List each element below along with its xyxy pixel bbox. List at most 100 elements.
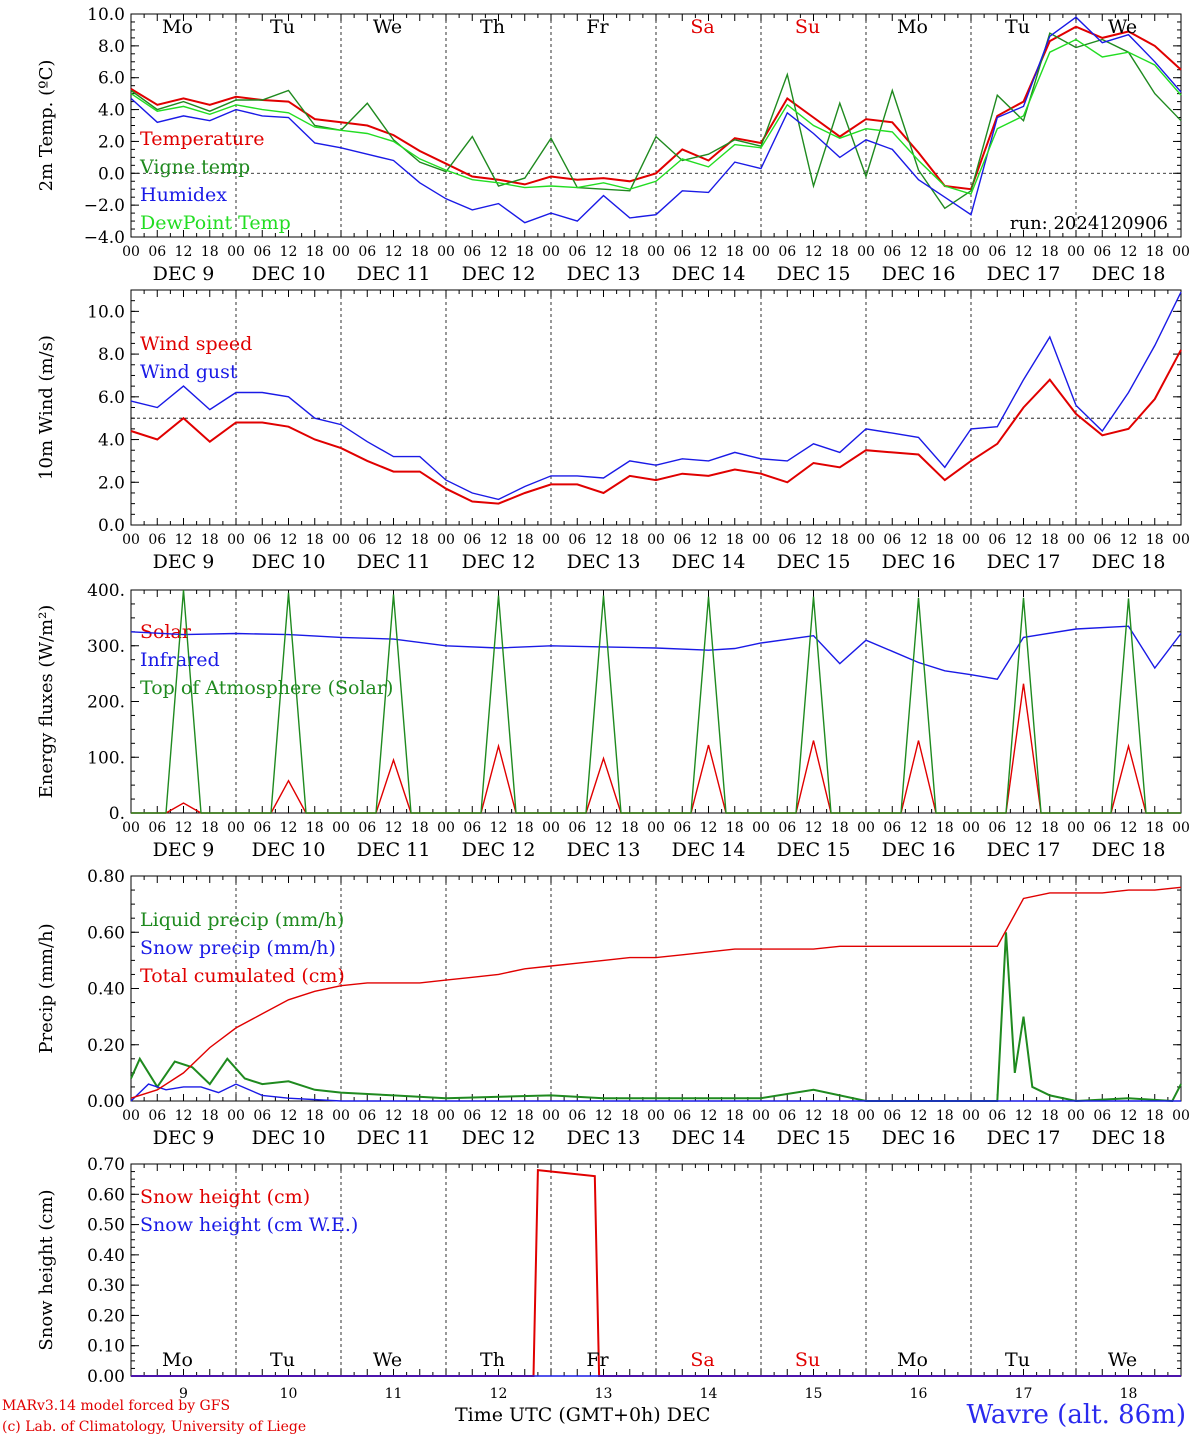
hour-tick-label: 00 [437,244,455,260]
hour-tick-label: 00 [542,820,560,836]
hour-tick-label: 06 [1093,532,1111,548]
hour-tick-label: 00 [122,244,140,260]
hour-tick-label: 00 [227,244,245,260]
hour-tick-label: 18 [201,820,219,836]
day-label: DEC 16 [882,839,956,861]
hour-tick-label: 18 [936,532,954,548]
legend-entry: Wind speed [140,333,252,355]
y-axis-label: Precip (mm/h) [36,923,57,1053]
hour-tick-label: 00 [647,244,665,260]
hour-tick-label: 18 [516,532,534,548]
day-label: DEC 16 [882,1127,956,1149]
day-label: DEC 12 [462,1127,536,1149]
day-number-label: 14 [700,1386,718,1402]
legend-entry: Wind gust [140,361,238,383]
hour-tick-label: 06 [673,244,691,260]
day-label: DEC 18 [1092,839,1166,861]
hour-tick-label: 00 [542,244,560,260]
day-number-label: 17 [1015,1386,1033,1402]
hour-tick-label: 00 [1067,1108,1085,1124]
series-line-total-cumulated-cm- [130,886,1182,1099]
hour-tick-label: 00 [332,244,350,260]
hour-tick-label: 00 [752,244,770,260]
hour-tick-label: 06 [568,1108,586,1124]
hour-tick-label: 18 [1146,1108,1164,1124]
y-tick-label: 0.40 [87,1246,125,1266]
day-label: DEC 9 [153,263,215,285]
y-tick-label: 0.0 [98,164,125,184]
day-label: DEC 18 [1092,1127,1166,1149]
hour-tick-label: 18 [936,1108,954,1124]
hour-tick-label: 00 [437,532,455,548]
day-label: DEC 9 [153,551,215,573]
hour-tick-label: 06 [883,820,901,836]
hour-tick-label: 00 [1172,244,1190,260]
hour-tick-label: 12 [910,820,928,836]
day-number-label: 13 [595,1386,613,1402]
run-label: run: 2024120906 [1010,213,1168,234]
hour-tick-label: 00 [752,532,770,548]
hour-tick-label: 00 [962,820,980,836]
y-tick-label: −4.0 [84,228,125,248]
hour-tick-label: 12 [385,244,403,260]
series-line-wind-gust [130,291,1182,501]
hour-tick-label: 18 [831,244,849,260]
hour-tick-label: 12 [490,244,508,260]
y-tick-label: 2.0 [98,473,125,493]
day-label: DEC 12 [462,839,536,861]
hour-tick-label: 12 [490,532,508,548]
hour-tick-label: 06 [883,244,901,260]
hour-tick-label: 00 [1172,820,1190,836]
hour-tick-label: 00 [752,1108,770,1124]
day-label: DEC 17 [987,1127,1061,1149]
hour-tick-label: 18 [1041,532,1059,548]
day-label: DEC 12 [462,551,536,573]
hour-tick-label: 06 [988,532,1006,548]
hour-tick-label: 06 [1093,820,1111,836]
weekday-label: Fr [586,16,609,38]
hour-tick-label: 12 [385,532,403,548]
hour-tick-label: 00 [227,532,245,548]
series-line-snow-precip-mm-h- [130,1083,1181,1102]
y-tick-label: 200. [87,693,125,713]
hour-tick-label: 06 [463,1108,481,1124]
hour-tick-label: 18 [726,820,744,836]
hour-tick-label: 12 [385,820,403,836]
hour-tick-label: 18 [201,532,219,548]
legend-entry: DewPoint Temp [140,212,291,234]
hour-tick-label: 00 [1067,532,1085,548]
weekday-label: Mo [162,1349,193,1371]
hour-tick-label: 06 [148,532,166,548]
legend-entry: Solar [140,621,192,643]
y-tick-label: 0.40 [87,980,125,1000]
hour-tick-label: 18 [201,244,219,260]
hour-tick-label: 12 [280,820,298,836]
hour-tick-label: 18 [726,244,744,260]
hour-tick-label: 06 [1093,244,1111,260]
hour-tick-label: 06 [148,1108,166,1124]
day-label: DEC 16 [882,263,956,285]
hour-tick-label: 12 [1120,1108,1138,1124]
hour-tick-label: 00 [962,244,980,260]
y-tick-label: 8.0 [98,37,125,57]
weekday-label: Fr [586,1349,609,1371]
hour-tick-label: 00 [647,820,665,836]
hour-tick-label: 12 [1120,532,1138,548]
hour-tick-label: 00 [857,532,875,548]
weekday-label: Su [795,1349,820,1371]
day-label: DEC 10 [252,551,326,573]
weekday-label: Tu [270,1349,295,1371]
day-number-label: 16 [910,1386,928,1402]
y-axis-label: 10m Wind (m/s) [36,335,57,480]
weekday-label: Th [480,16,505,38]
hour-tick-label: 12 [700,244,718,260]
hour-tick-label: 06 [1093,1108,1111,1124]
hour-tick-label: 06 [778,244,796,260]
hour-tick-label: 12 [910,244,928,260]
hour-tick-label: 00 [122,532,140,548]
hour-tick-label: 12 [805,1108,823,1124]
hour-tick-label: 18 [1041,820,1059,836]
y-tick-label: 2.0 [98,132,125,152]
hour-tick-label: 12 [1120,244,1138,260]
hour-tick-label: 12 [805,244,823,260]
